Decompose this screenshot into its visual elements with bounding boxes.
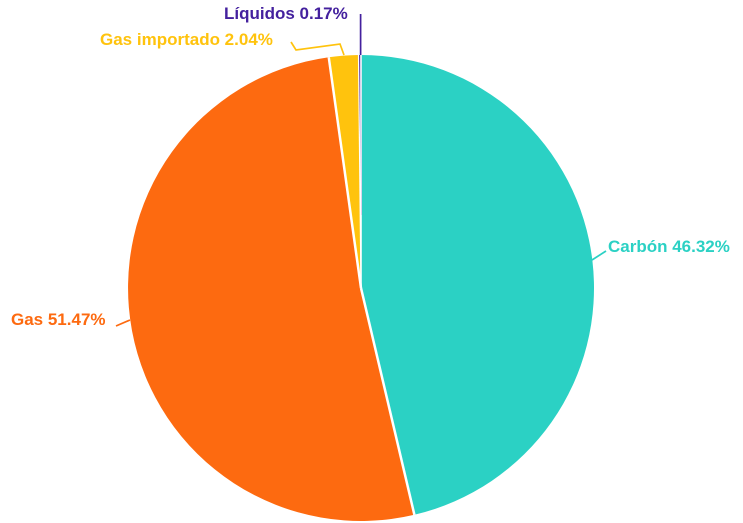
- pie-slice-carbon[interactable]: [361, 55, 595, 515]
- slice-separator: [359, 287, 416, 516]
- slice-label-gas: Gas 51.47%: [11, 310, 106, 329]
- leader-line-gas_importado: [290, 41, 345, 56]
- leader-line-gas: [115, 319, 131, 327]
- slice-separator: [327, 57, 363, 289]
- slice-label-gas-importado: Gas importado 2.04%: [100, 30, 273, 49]
- slice-label-liquidos: Líquidos 0.17%: [224, 4, 348, 23]
- leader-line-carbon: [591, 250, 607, 261]
- pie-slice-gas[interactable]: [128, 57, 415, 521]
- slice-label-carbon: Carbón 46.32%: [608, 237, 730, 256]
